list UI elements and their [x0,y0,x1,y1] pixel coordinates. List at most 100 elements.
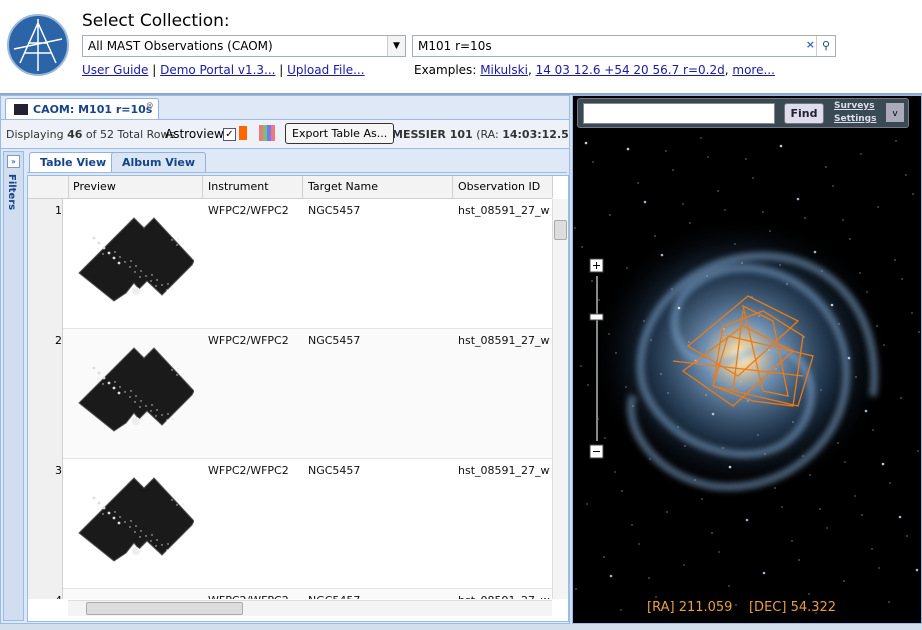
dropdown-arrow[interactable]: ▼ [387,36,405,56]
vertical-scrollbar[interactable] [552,199,568,599]
star [608,333,610,335]
star [604,437,606,439]
thumb-star [107,511,111,515]
thumb-star [166,289,168,291]
example-link[interactable]: Mikulski [480,63,528,77]
star [724,209,726,211]
astroview-checkbox[interactable]: ✓ [223,128,236,141]
export-button[interactable]: Export Table As... [285,123,395,144]
thumb-star [102,246,106,250]
table-row[interactable]: 3 WFPC2/WFPC2 NGC5457 hst_08591_27_wfp [28,459,552,593]
expand-button[interactable]: » [7,155,20,168]
view-tab[interactable]: Table View [29,152,118,172]
sky-menu[interactable]: v [886,103,904,122]
thumb-star [114,251,116,253]
clear-button[interactable]: × [805,38,815,51]
table-cell: hst_08591_27_wfp [458,204,550,217]
column-header[interactable]: Instrument [203,176,303,198]
surveys-link[interactable]: Surveys [834,101,875,111]
table-cell: WFPC2/WFPC2 [208,334,289,347]
star [688,341,690,343]
columns-button[interactable] [259,125,275,141]
star [684,445,686,447]
thumb-star [130,390,132,392]
star [620,609,622,611]
sky-search[interactable] [583,103,775,124]
thumb-star [134,531,136,533]
thumb-star [155,415,157,417]
column-header[interactable]: Target Name [303,176,453,198]
table-row[interactable]: 2 WFPC2/WFPC2 NGC5457 hst_08591_27_wfp [28,329,552,463]
header-link[interactable]: Demo Portal v1.3... [160,63,276,77]
star [660,373,662,375]
star [774,487,776,489]
result-tab[interactable]: CAOM: M101 r=10s ⊗ [5,98,159,119]
star [878,567,880,569]
table-row[interactable]: 1 WFPC2/WFPC2 NGC5457 hst_08591_27_wfp [28,199,552,333]
target: MESSIER 101 [392,128,473,141]
column-header[interactable]: Preview [68,176,203,198]
star [826,527,828,529]
thumb-star [171,239,173,241]
row-number: 4 [28,589,63,599]
thumb-star [117,261,121,265]
thumb-star [161,414,163,416]
example-link[interactable]: more... [732,63,775,77]
thumb-star [171,369,173,371]
header-link[interactable]: Upload File... [287,63,365,77]
collection-select[interactable]: All MAST Observations (CAOM) ▼ [82,35,406,57]
tab-close[interactable]: ⊗ [146,101,154,111]
star [911,312,913,314]
thumb-star [135,265,137,267]
filters-strip[interactable]: » Filters [3,151,24,621]
search-box[interactable]: M101 r=10s × ⚲ [412,35,836,57]
zoom-slider[interactable] [589,313,604,321]
filters-label: Filters [6,174,17,211]
find-button[interactable]: Find [784,103,824,124]
view-tab[interactable]: Album View [111,152,206,172]
displaying: Displaying [6,128,64,141]
example-link[interactable]: 14 03 12.6 +54 20 56.7 r=0.2d [535,63,725,77]
star [587,384,589,386]
thumb-star [97,501,101,505]
scroll-thumb[interactable] [554,220,567,240]
star [626,147,630,151]
search-button[interactable]: ⚲ [816,36,835,56]
thumb-star [151,534,153,536]
star [860,153,862,155]
star [894,259,896,261]
star [654,235,656,237]
star [815,612,817,614]
star [786,283,788,285]
thumb-star [145,405,147,407]
thumb-star [97,378,99,380]
star [888,601,890,603]
star [843,580,845,582]
table-header: Preview Instrument Target Name Observation … [28,176,553,199]
thumb-star [124,391,126,393]
star [796,197,800,201]
hscroll-thumb[interactable] [86,602,243,615]
color-swatch[interactable] [239,126,247,140]
star [649,458,651,460]
table-row[interactable]: 4 WFPC2/WFPC2 NGC5457 hst_08591_27_wfp [28,589,552,599]
thumbnail-image [78,347,194,432]
thumb-star [119,386,121,388]
thumbnail-image [78,477,194,562]
star [855,376,857,378]
star [584,141,588,145]
settings-link[interactable]: Settings [834,114,877,124]
thumb-star [167,413,169,415]
star [792,421,794,423]
thumbnail [74,593,194,599]
column-header[interactable]: Observation ID [453,176,553,198]
star [864,409,868,413]
star [626,267,628,269]
star [689,222,691,224]
thumb-star [150,280,152,282]
star [677,426,679,428]
header-link[interactable]: User Guide [82,63,149,77]
dec-label: [DEC] [748,600,787,615]
row-number: 2 [28,329,63,463]
thumb-star [112,386,116,390]
